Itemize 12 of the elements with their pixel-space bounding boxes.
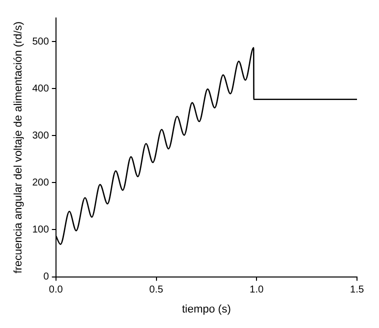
x-tick-label: 1.5	[350, 284, 364, 296]
y-tick-label: 200	[32, 177, 50, 188]
y-tick-label: 100	[32, 224, 50, 236]
x-tick-label: 0.5	[149, 284, 164, 296]
x-tick-label: 1.0	[250, 284, 264, 296]
y-tick-label: 0	[43, 272, 50, 283]
y-axis-title: frecuencia angular del voltaje de alimentación (rd/s)	[12, 21, 25, 274]
y-tick-label: 500	[32, 36, 50, 48]
x-tick-label: 0.0	[48, 284, 64, 296]
y-tick-label: 400	[32, 83, 50, 94]
x-axis-title: tiempo (s)	[182, 303, 231, 316]
y-tick-label: 300	[32, 130, 50, 142]
